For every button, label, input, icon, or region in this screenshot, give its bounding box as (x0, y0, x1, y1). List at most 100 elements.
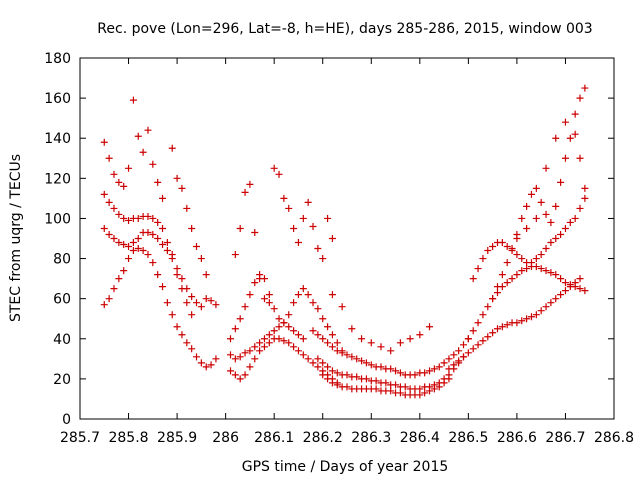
data-point (328, 367, 336, 375)
data-point (154, 271, 162, 279)
data-point (159, 194, 167, 202)
data-point (154, 235, 162, 242)
data-point (489, 329, 497, 337)
data-point (406, 335, 414, 343)
data-point (367, 361, 375, 369)
data-point (125, 164, 133, 172)
data-point (324, 339, 332, 347)
data-point (285, 339, 293, 347)
data-point (202, 271, 210, 279)
data-point (309, 327, 317, 335)
data-point (552, 271, 560, 279)
data-point (129, 96, 137, 104)
data-point (188, 224, 196, 232)
data-point (523, 202, 531, 210)
data-point (343, 383, 351, 391)
data-point (275, 335, 283, 343)
data-point (226, 335, 234, 343)
data-point (503, 321, 511, 329)
data-point (581, 84, 589, 92)
data-point (387, 347, 395, 355)
data-point (125, 216, 133, 224)
data-point (328, 379, 336, 387)
data-point (396, 339, 404, 347)
data-point (246, 291, 254, 299)
data-point (144, 228, 152, 236)
data-point (557, 275, 565, 283)
data-point (236, 375, 244, 383)
data-point (188, 293, 196, 301)
data-point (392, 381, 400, 389)
data-point (426, 387, 434, 395)
data-point (105, 198, 113, 206)
x-tick-label: 285.8 (108, 430, 148, 446)
data-point (309, 299, 317, 307)
data-point (314, 305, 322, 313)
data-point (100, 224, 108, 232)
data-point (435, 383, 443, 391)
data-point (270, 305, 278, 313)
data-point (149, 259, 157, 267)
data-point (518, 255, 526, 263)
data-point (149, 230, 157, 238)
data-point (294, 239, 302, 247)
data-point (299, 285, 307, 293)
data-point (547, 299, 555, 307)
data-point (552, 202, 560, 210)
data-point (270, 164, 278, 172)
data-point (207, 297, 215, 305)
data-point (197, 303, 205, 311)
y-tick-label: 160 (44, 91, 71, 107)
data-point (324, 323, 332, 331)
data-point (314, 245, 322, 253)
data-point (290, 327, 298, 335)
data-point (489, 295, 497, 303)
data-point (353, 373, 361, 381)
data-point (129, 247, 137, 255)
data-point (552, 235, 560, 242)
y-tick-label: 80 (53, 252, 71, 268)
data-point (372, 385, 380, 393)
data-point (557, 291, 565, 299)
data-point (362, 375, 370, 383)
data-point (319, 335, 327, 343)
data-point (246, 180, 254, 188)
data-point (576, 154, 584, 162)
data-point (139, 148, 147, 156)
data-point (105, 230, 113, 238)
data-point (110, 170, 118, 178)
data-point (464, 349, 472, 357)
data-point (348, 353, 356, 361)
data-point (576, 285, 584, 293)
data-point (430, 365, 438, 373)
data-point (100, 138, 108, 146)
data-point (542, 164, 550, 172)
data-point (265, 331, 273, 339)
data-point (484, 303, 492, 311)
data-point (333, 381, 341, 389)
data-point (566, 134, 574, 142)
data-point (445, 365, 453, 373)
data-point (168, 255, 176, 263)
x-tick-label: 286.4 (400, 430, 440, 446)
data-point (120, 241, 128, 249)
data-point (197, 359, 205, 367)
data-point (537, 265, 545, 273)
data-point (489, 243, 497, 251)
plot-frame (79, 57, 615, 420)
data-point (498, 323, 506, 331)
data-point (226, 351, 234, 359)
data-point (168, 311, 176, 319)
chart-title: Rec. pove (Lon=296, Lat=-8, h=HE), days … (97, 21, 592, 37)
data-point (173, 174, 181, 182)
data-point (100, 301, 108, 309)
data-point (163, 247, 171, 255)
data-point (265, 339, 273, 347)
data-point (571, 283, 579, 291)
data-point (188, 345, 196, 353)
data-point (416, 391, 424, 399)
data-point (537, 198, 545, 206)
data-point (319, 315, 327, 323)
data-point (193, 243, 201, 251)
